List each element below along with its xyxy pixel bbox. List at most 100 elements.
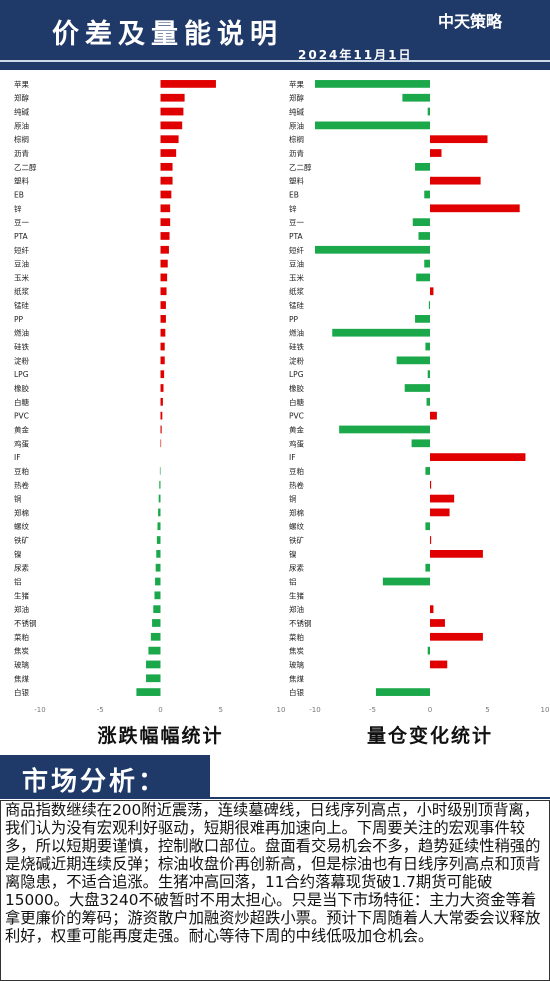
bar: [148, 646, 161, 655]
y-tick-label: 豆油: [289, 259, 304, 269]
x-tick-label: 5: [485, 706, 489, 714]
y-tick-label: 乙二醇: [289, 162, 312, 172]
y-tick-label: 菜粕: [289, 632, 304, 642]
y-tick-label: 白银: [289, 687, 304, 697]
y-tick-label: 铜: [289, 494, 297, 504]
chart-title: 量仓变化统计: [367, 724, 493, 747]
bar: [160, 245, 169, 254]
y-tick-label: 铝: [289, 577, 297, 587]
bar: [430, 494, 455, 503]
bar: [430, 508, 450, 517]
bar: [430, 135, 488, 144]
y-tick-label: LPG: [14, 370, 29, 379]
y-tick-label: 玻璃: [14, 659, 29, 669]
y-tick-label: 铝: [14, 577, 22, 587]
y-tick-label: 生猪: [289, 590, 304, 600]
y-tick-label: PTA: [289, 232, 304, 241]
y-tick-label: 燃油: [289, 328, 304, 338]
y-tick-label: 焦煤: [289, 673, 304, 683]
y-tick-label: 锌: [14, 203, 22, 213]
bar: [160, 384, 164, 392]
bar: [160, 218, 171, 227]
y-tick-label: 白糖: [289, 397, 304, 407]
bar: [418, 232, 430, 240]
bar: [425, 342, 430, 351]
bar: [427, 107, 430, 116]
y-tick-label: 短纤: [14, 245, 29, 255]
bar: [315, 121, 430, 130]
bar: [160, 232, 170, 240]
y-tick-label: 郑棉: [14, 507, 29, 517]
y-tick-label: 焦炭: [289, 646, 304, 656]
header-line: [0, 60, 550, 62]
bar: [430, 204, 520, 213]
y-tick-label: 原油: [289, 120, 304, 130]
bar: [160, 328, 166, 337]
bar: [430, 480, 432, 489]
bar: [160, 80, 216, 88]
bar: [415, 162, 430, 171]
y-tick-label: 尿素: [289, 563, 304, 573]
y-tick-label: 豆粕: [289, 466, 304, 476]
bar: [315, 245, 430, 254]
y-tick-label: 硅铁: [14, 342, 29, 352]
y-tick-label: 黄金: [14, 424, 29, 434]
bar: [430, 549, 483, 558]
analysis-text: 商品指数继续在200附近震荡，连续墓碑线，日线序列高点，小时级别顶背离，我们认为…: [0, 800, 550, 981]
bar: [150, 632, 161, 641]
y-tick-label: 棕榈: [289, 134, 304, 144]
y-tick-label: 白银: [14, 687, 29, 697]
bar: [339, 425, 430, 434]
y-tick-label: 塑料: [289, 176, 304, 186]
y-tick-label: 镍: [289, 549, 297, 559]
x-tick-label: 5: [219, 706, 223, 714]
y-tick-label: 郑醇: [14, 93, 29, 103]
section-title: 市场分析：: [22, 767, 168, 797]
x-tick-label: -5: [97, 706, 104, 714]
bar: [158, 508, 161, 517]
bar: [153, 605, 161, 614]
bar: [425, 563, 430, 572]
y-tick-label: 原油: [14, 120, 29, 130]
y-tick-label: 铁矿: [14, 535, 29, 545]
y-tick-label: 郑油: [14, 604, 29, 614]
bar: [430, 536, 432, 544]
y-tick-label: PVC: [289, 412, 304, 421]
bar: [156, 536, 161, 544]
y-tick-label: PP: [14, 315, 24, 324]
bar: [146, 660, 161, 669]
bar: [375, 688, 430, 696]
bar: [160, 315, 166, 323]
bar: [160, 135, 179, 144]
bar: [160, 356, 165, 365]
bar: [430, 619, 445, 627]
y-tick-label: 热卷: [14, 480, 29, 490]
y-tick-label: 豆一: [14, 218, 29, 227]
bar: [160, 439, 162, 448]
y-tick-label: 豆油: [14, 259, 29, 269]
bar: [146, 674, 161, 683]
y-tick-label: 淀粉: [14, 355, 29, 365]
bar: [160, 259, 168, 268]
bar: [382, 577, 430, 586]
bar: [430, 411, 437, 420]
bar: [396, 356, 430, 365]
x-tick-label: -10: [34, 706, 45, 714]
y-tick-label: 鸡蛋: [14, 438, 29, 448]
bar: [136, 688, 161, 696]
bar: [402, 93, 430, 102]
bar: [160, 162, 173, 171]
y-tick-label: PTA: [14, 232, 29, 241]
y-tick-label: EB: [14, 190, 24, 199]
bar: [160, 411, 163, 420]
y-tick-label: 燃油: [14, 328, 29, 338]
y-tick-label: 纯碱: [289, 107, 304, 117]
x-tick-label: 0: [158, 706, 162, 714]
y-tick-label: 郑棉: [289, 507, 304, 517]
bar: [430, 632, 483, 641]
bar: [156, 549, 161, 558]
y-tick-label: 白糖: [14, 397, 29, 407]
bar: [425, 467, 430, 475]
bar: [160, 397, 163, 406]
